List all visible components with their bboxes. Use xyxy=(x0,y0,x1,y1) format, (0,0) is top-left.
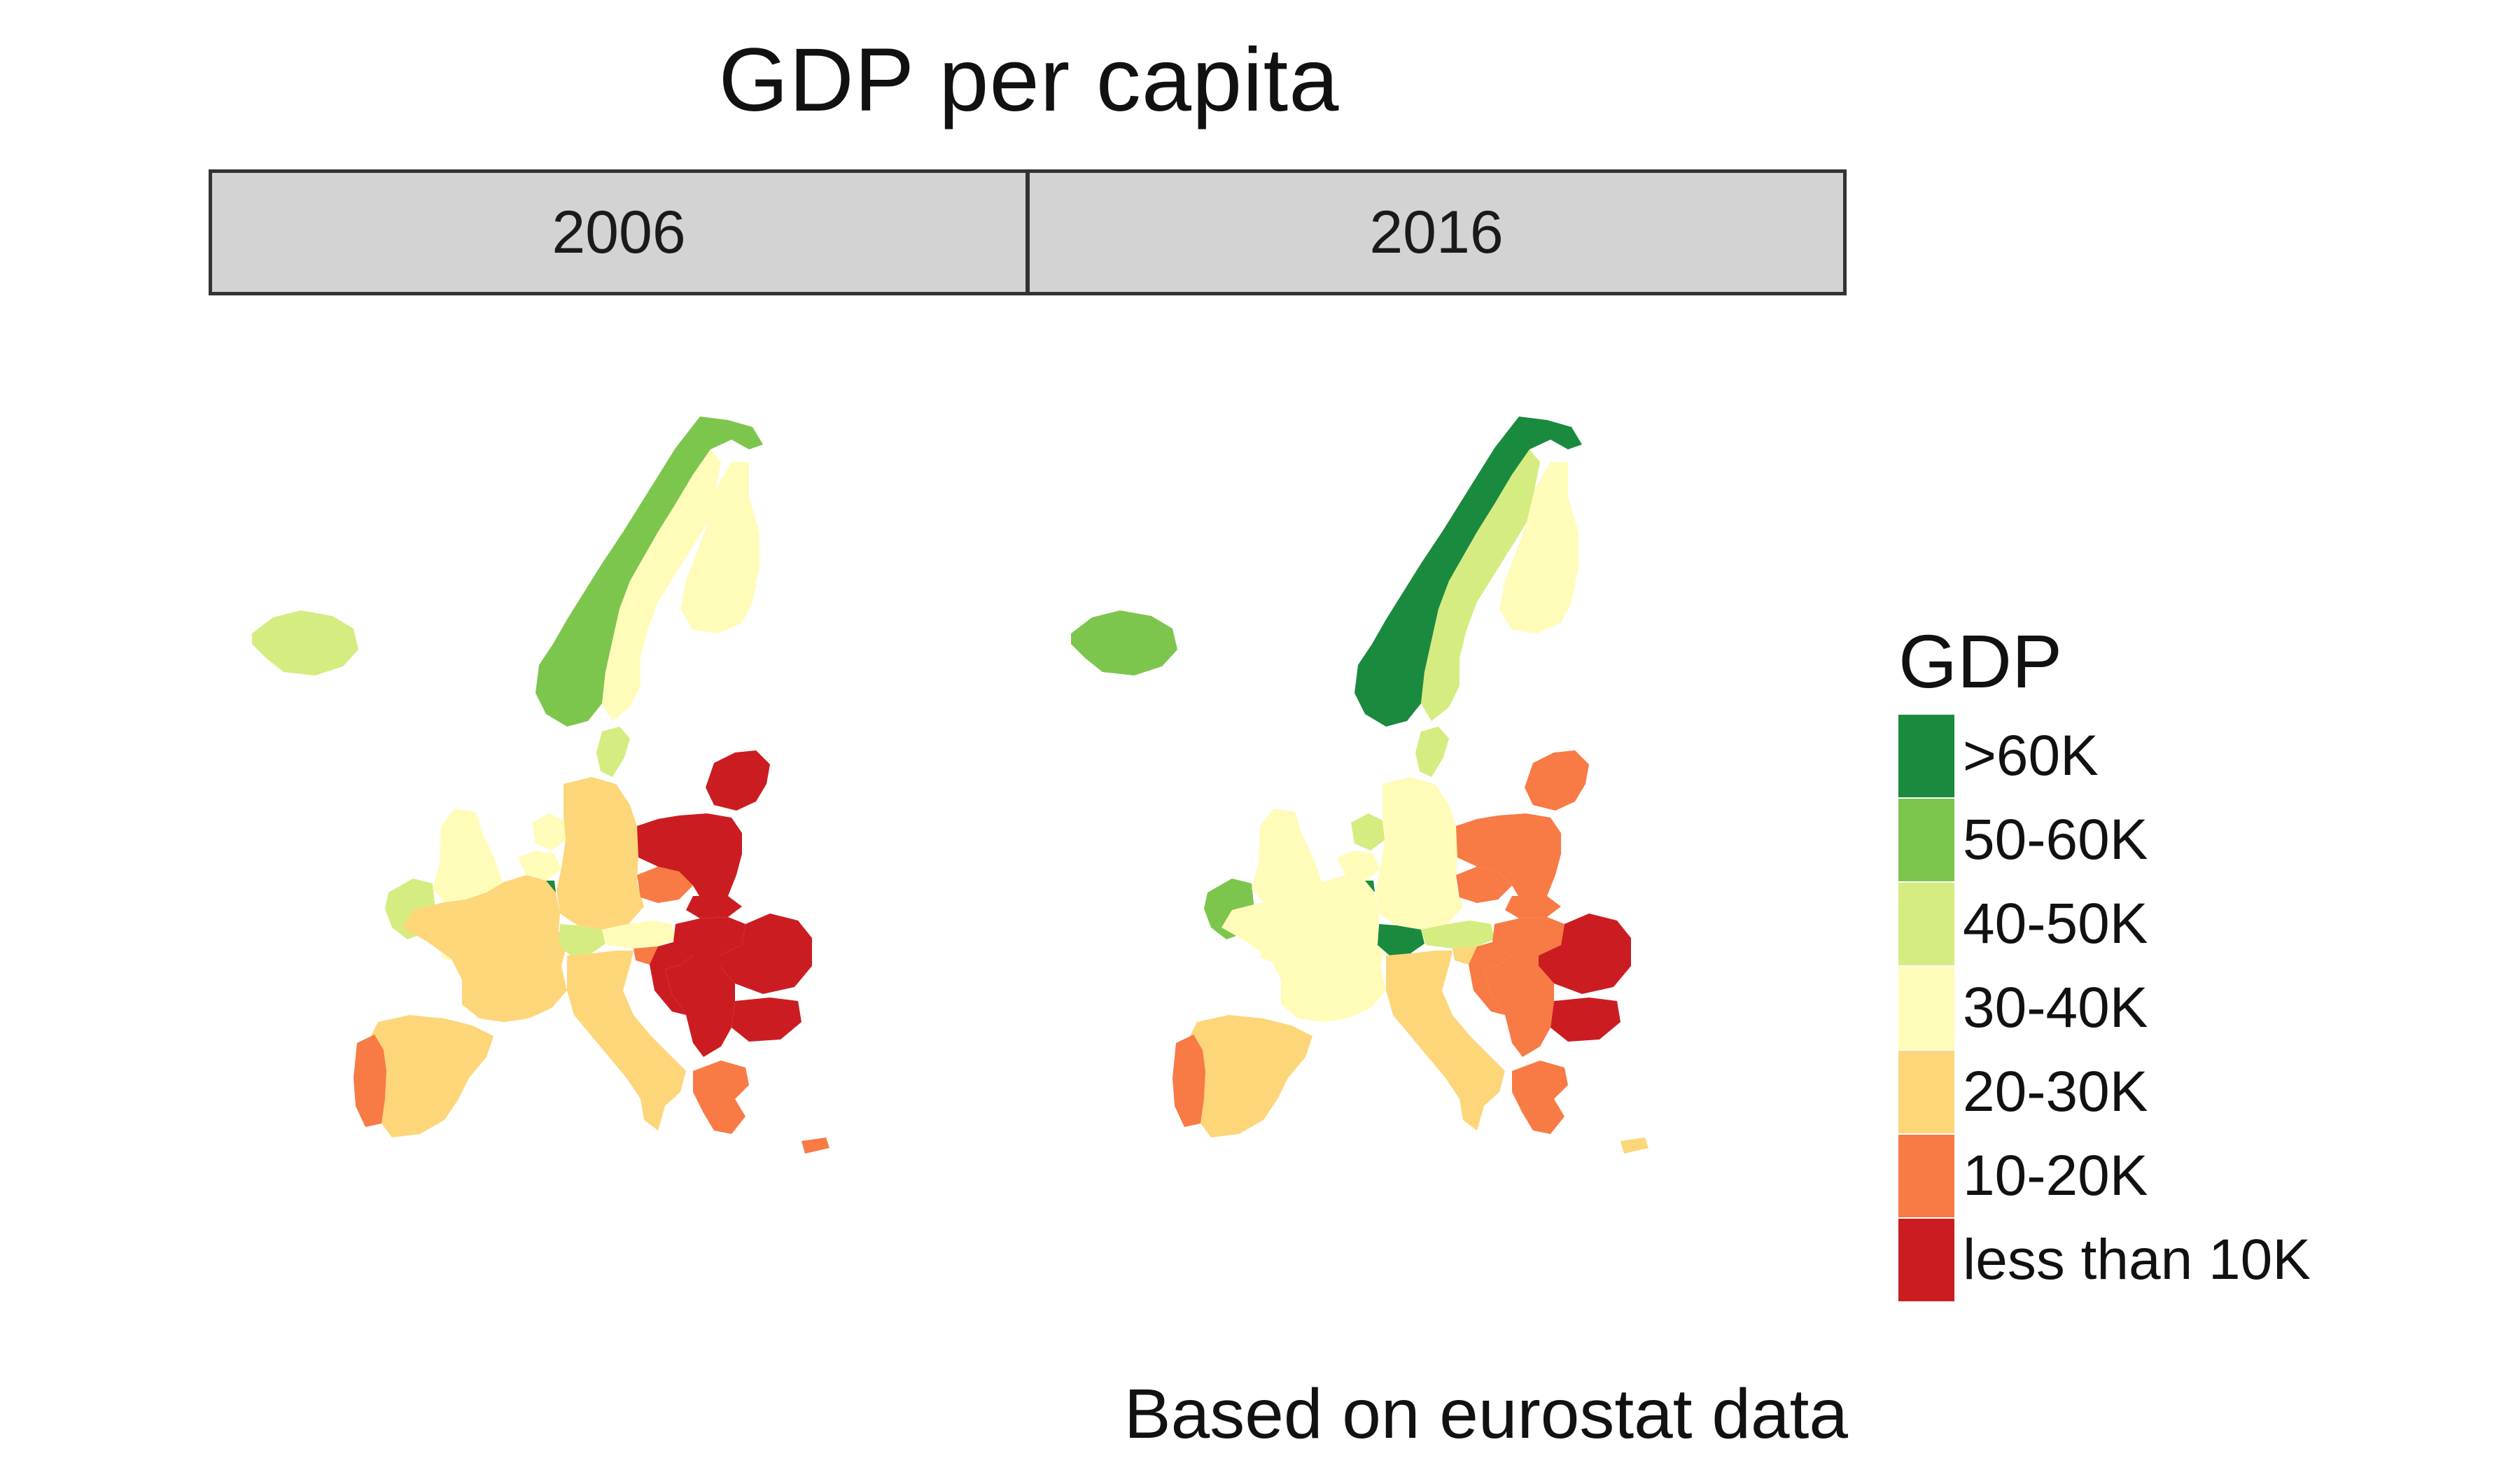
region-greece xyxy=(693,1060,749,1134)
legend-swatch xyxy=(1898,1135,1954,1217)
legend-swatch xyxy=(1898,1051,1954,1133)
map-panel-2016 xyxy=(1029,294,1848,1344)
region-bulgaria xyxy=(1550,997,1620,1042)
region-spain xyxy=(371,1015,493,1138)
region-denmark xyxy=(596,727,630,777)
region-italy xyxy=(567,951,686,1130)
legend-item: >60K xyxy=(1898,714,2311,798)
region-romania xyxy=(1539,913,1631,994)
legend-item: 50-60K xyxy=(1898,798,2311,882)
legend-item: 20-30K xyxy=(1898,1050,2311,1134)
region-sweden xyxy=(602,449,721,721)
region-switzerland xyxy=(559,924,606,955)
map-2016 xyxy=(1071,416,1648,1154)
legend-item: less than 10K xyxy=(1898,1218,2311,1302)
region-austria xyxy=(602,920,676,948)
region-romania xyxy=(720,913,812,994)
region-germany xyxy=(556,777,644,930)
region-france xyxy=(402,875,567,1022)
region-baltics xyxy=(1525,750,1589,811)
region-czechia xyxy=(1456,867,1512,903)
chart-title: GDP per capita xyxy=(718,30,1340,130)
region-netherlands xyxy=(1351,813,1385,850)
region-switzerland xyxy=(1378,924,1424,955)
region-poland xyxy=(1456,813,1561,903)
legend-label: 10-20K xyxy=(1963,1144,2148,1208)
legend-swatch xyxy=(1898,1219,1954,1301)
region-cyprus xyxy=(802,1138,830,1154)
region-sweden xyxy=(1421,449,1540,721)
legend-label: 40-50K xyxy=(1963,892,2148,955)
map-2006 xyxy=(252,416,830,1154)
legend: GDP >60K 50-60K 40-50K 30-40K 20-30K 10-… xyxy=(1898,616,2311,1302)
legend-swatch xyxy=(1898,715,1954,797)
region-norway xyxy=(536,416,763,727)
region-slovakia xyxy=(1505,896,1561,918)
region-slovakia xyxy=(686,896,742,918)
region-portugal xyxy=(354,1035,386,1127)
facet-strip-2016: 2016 xyxy=(1026,169,1847,295)
region-croatia xyxy=(1469,941,1512,1015)
legend-item: 40-50K xyxy=(1898,882,2311,966)
facet-strip-2006: 2006 xyxy=(209,169,1029,295)
legend-label: less than 10K xyxy=(1963,1228,2311,1292)
legend-label: 50-60K xyxy=(1963,808,2148,872)
region-finland xyxy=(680,462,760,634)
legend-item: 30-40K xyxy=(1898,966,2311,1050)
region-france xyxy=(1222,875,1386,1022)
region-greece xyxy=(1512,1060,1568,1134)
region-spain xyxy=(1190,1015,1312,1138)
source-caption: Based on eurostat data xyxy=(1124,1375,1848,1453)
legend-swatch xyxy=(1898,967,1954,1049)
region-baltics xyxy=(706,750,770,811)
legend-swatch xyxy=(1898,883,1954,965)
legend-title: GDP xyxy=(1898,619,2063,704)
legend-label: 30-40K xyxy=(1963,976,2148,1040)
region-austria xyxy=(1421,920,1494,948)
region-poland xyxy=(637,813,742,903)
region-cyprus xyxy=(1620,1138,1648,1154)
region-croatia xyxy=(650,941,693,1015)
region-netherlands xyxy=(532,813,566,850)
map-panel-2006 xyxy=(210,294,1029,1344)
legend-label: >60K xyxy=(1963,724,2099,788)
region-italy xyxy=(1386,951,1505,1130)
region-bulgaria xyxy=(732,997,802,1042)
region-western-balkans xyxy=(665,955,735,1057)
region-iceland xyxy=(1071,610,1177,676)
legend-label: 20-30K xyxy=(1963,1060,2148,1124)
region-iceland xyxy=(252,610,358,676)
region-hungary xyxy=(1492,917,1564,955)
region-denmark xyxy=(1415,727,1449,777)
legend-item: 10-20K xyxy=(1898,1134,2311,1218)
legend-swatch xyxy=(1898,799,1954,881)
region-portugal xyxy=(1172,1035,1205,1127)
region-western-balkans xyxy=(1484,955,1554,1057)
region-czechia xyxy=(637,867,693,903)
region-belgium xyxy=(1337,850,1380,881)
region-belgium xyxy=(518,850,561,881)
region-germany xyxy=(1376,777,1463,930)
region-norway xyxy=(1354,416,1582,727)
region-hungary xyxy=(673,917,746,955)
region-finland xyxy=(1499,462,1578,634)
